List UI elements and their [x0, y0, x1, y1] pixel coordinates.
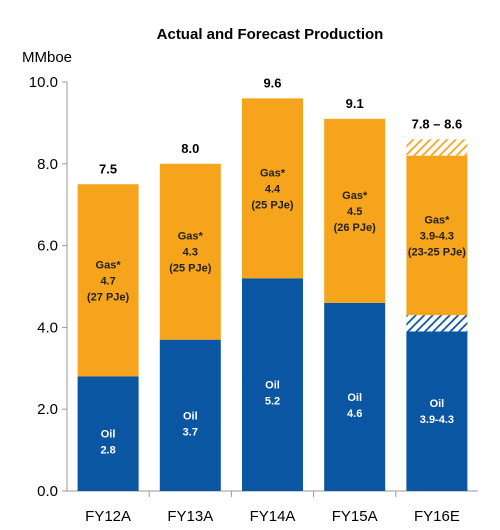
- oil-range-band: [406, 315, 468, 332]
- gas-bar: [406, 155, 468, 316]
- oil-data-label: Oil: [183, 410, 198, 422]
- y-tick-label: 2.0: [37, 401, 58, 418]
- gas-data-label: (25 PJe): [251, 199, 294, 211]
- x-tick-label: FY16E: [414, 508, 460, 525]
- gas-data-label: Gas*: [260, 167, 286, 179]
- y-tick-label: 6.0: [37, 238, 58, 255]
- gas-data-label: (25 PJe): [169, 263, 212, 275]
- gas-data-label: (26 PJe): [334, 222, 377, 234]
- y-tick-label: 8.0: [37, 156, 58, 173]
- oil-bar: [324, 302, 386, 491]
- y-tick-label: 10.0: [29, 74, 58, 91]
- y-axis-unit-label: MMboe: [22, 49, 72, 66]
- oil-data-label: 4.6: [347, 408, 362, 420]
- x-tick-label: FY15A: [332, 508, 378, 525]
- bar-total-label: 7.8 – 8.6: [412, 116, 463, 131]
- gas-bar: [242, 98, 303, 279]
- oil-data-label: Oil: [101, 429, 116, 441]
- gas-data-label: Gas*: [424, 214, 450, 226]
- oil-bar: [406, 331, 468, 491]
- bar-total-label: 9.1: [346, 96, 364, 111]
- gas-data-label: 4.3: [183, 247, 198, 259]
- bar-total-label: 9.6: [263, 75, 281, 90]
- gas-data-label: 3.9-4.3: [420, 230, 454, 242]
- y-tick-label: 4.0: [37, 319, 58, 336]
- oil-data-label: 5.2: [265, 396, 280, 408]
- gas-data-label: Gas*: [178, 231, 204, 243]
- oil-bar: [242, 278, 303, 491]
- gas-bar: [77, 184, 139, 377]
- gas-data-label: 4.4: [265, 183, 281, 195]
- oil-bar: [77, 376, 139, 491]
- x-tick-label: FY13A: [167, 508, 213, 525]
- gas-data-label: (27 PJe): [87, 291, 130, 303]
- oil-data-label: 3.7: [183, 426, 198, 438]
- y-tick-label: 0.0: [37, 483, 58, 500]
- gas-data-label: Gas*: [342, 190, 368, 202]
- oil-data-label: Oil: [430, 398, 445, 410]
- gas-data-label: (23-25 PJe): [408, 246, 466, 258]
- bar-total-label: 7.5: [99, 161, 117, 176]
- bar-total-label: 8.0: [181, 141, 199, 156]
- x-tick-label: FY12A: [85, 508, 131, 525]
- oil-data-label: 2.8: [100, 445, 115, 457]
- oil-data-label: 3.9-4.3: [420, 414, 454, 426]
- gas-bar: [159, 163, 221, 340]
- x-tick-label: FY14A: [250, 508, 296, 525]
- gas-bar: [324, 118, 386, 303]
- oil-data-label: Oil: [265, 380, 280, 392]
- gas-data-label: 4.7: [100, 275, 115, 287]
- chart-title: Actual and Forecast Production: [157, 26, 384, 43]
- gas-data-label: 4.5: [347, 206, 362, 218]
- oil-data-label: Oil: [347, 392, 362, 404]
- gas-range-band: [406, 139, 468, 156]
- gas-data-label: Gas*: [96, 259, 122, 271]
- oil-bar: [159, 339, 221, 491]
